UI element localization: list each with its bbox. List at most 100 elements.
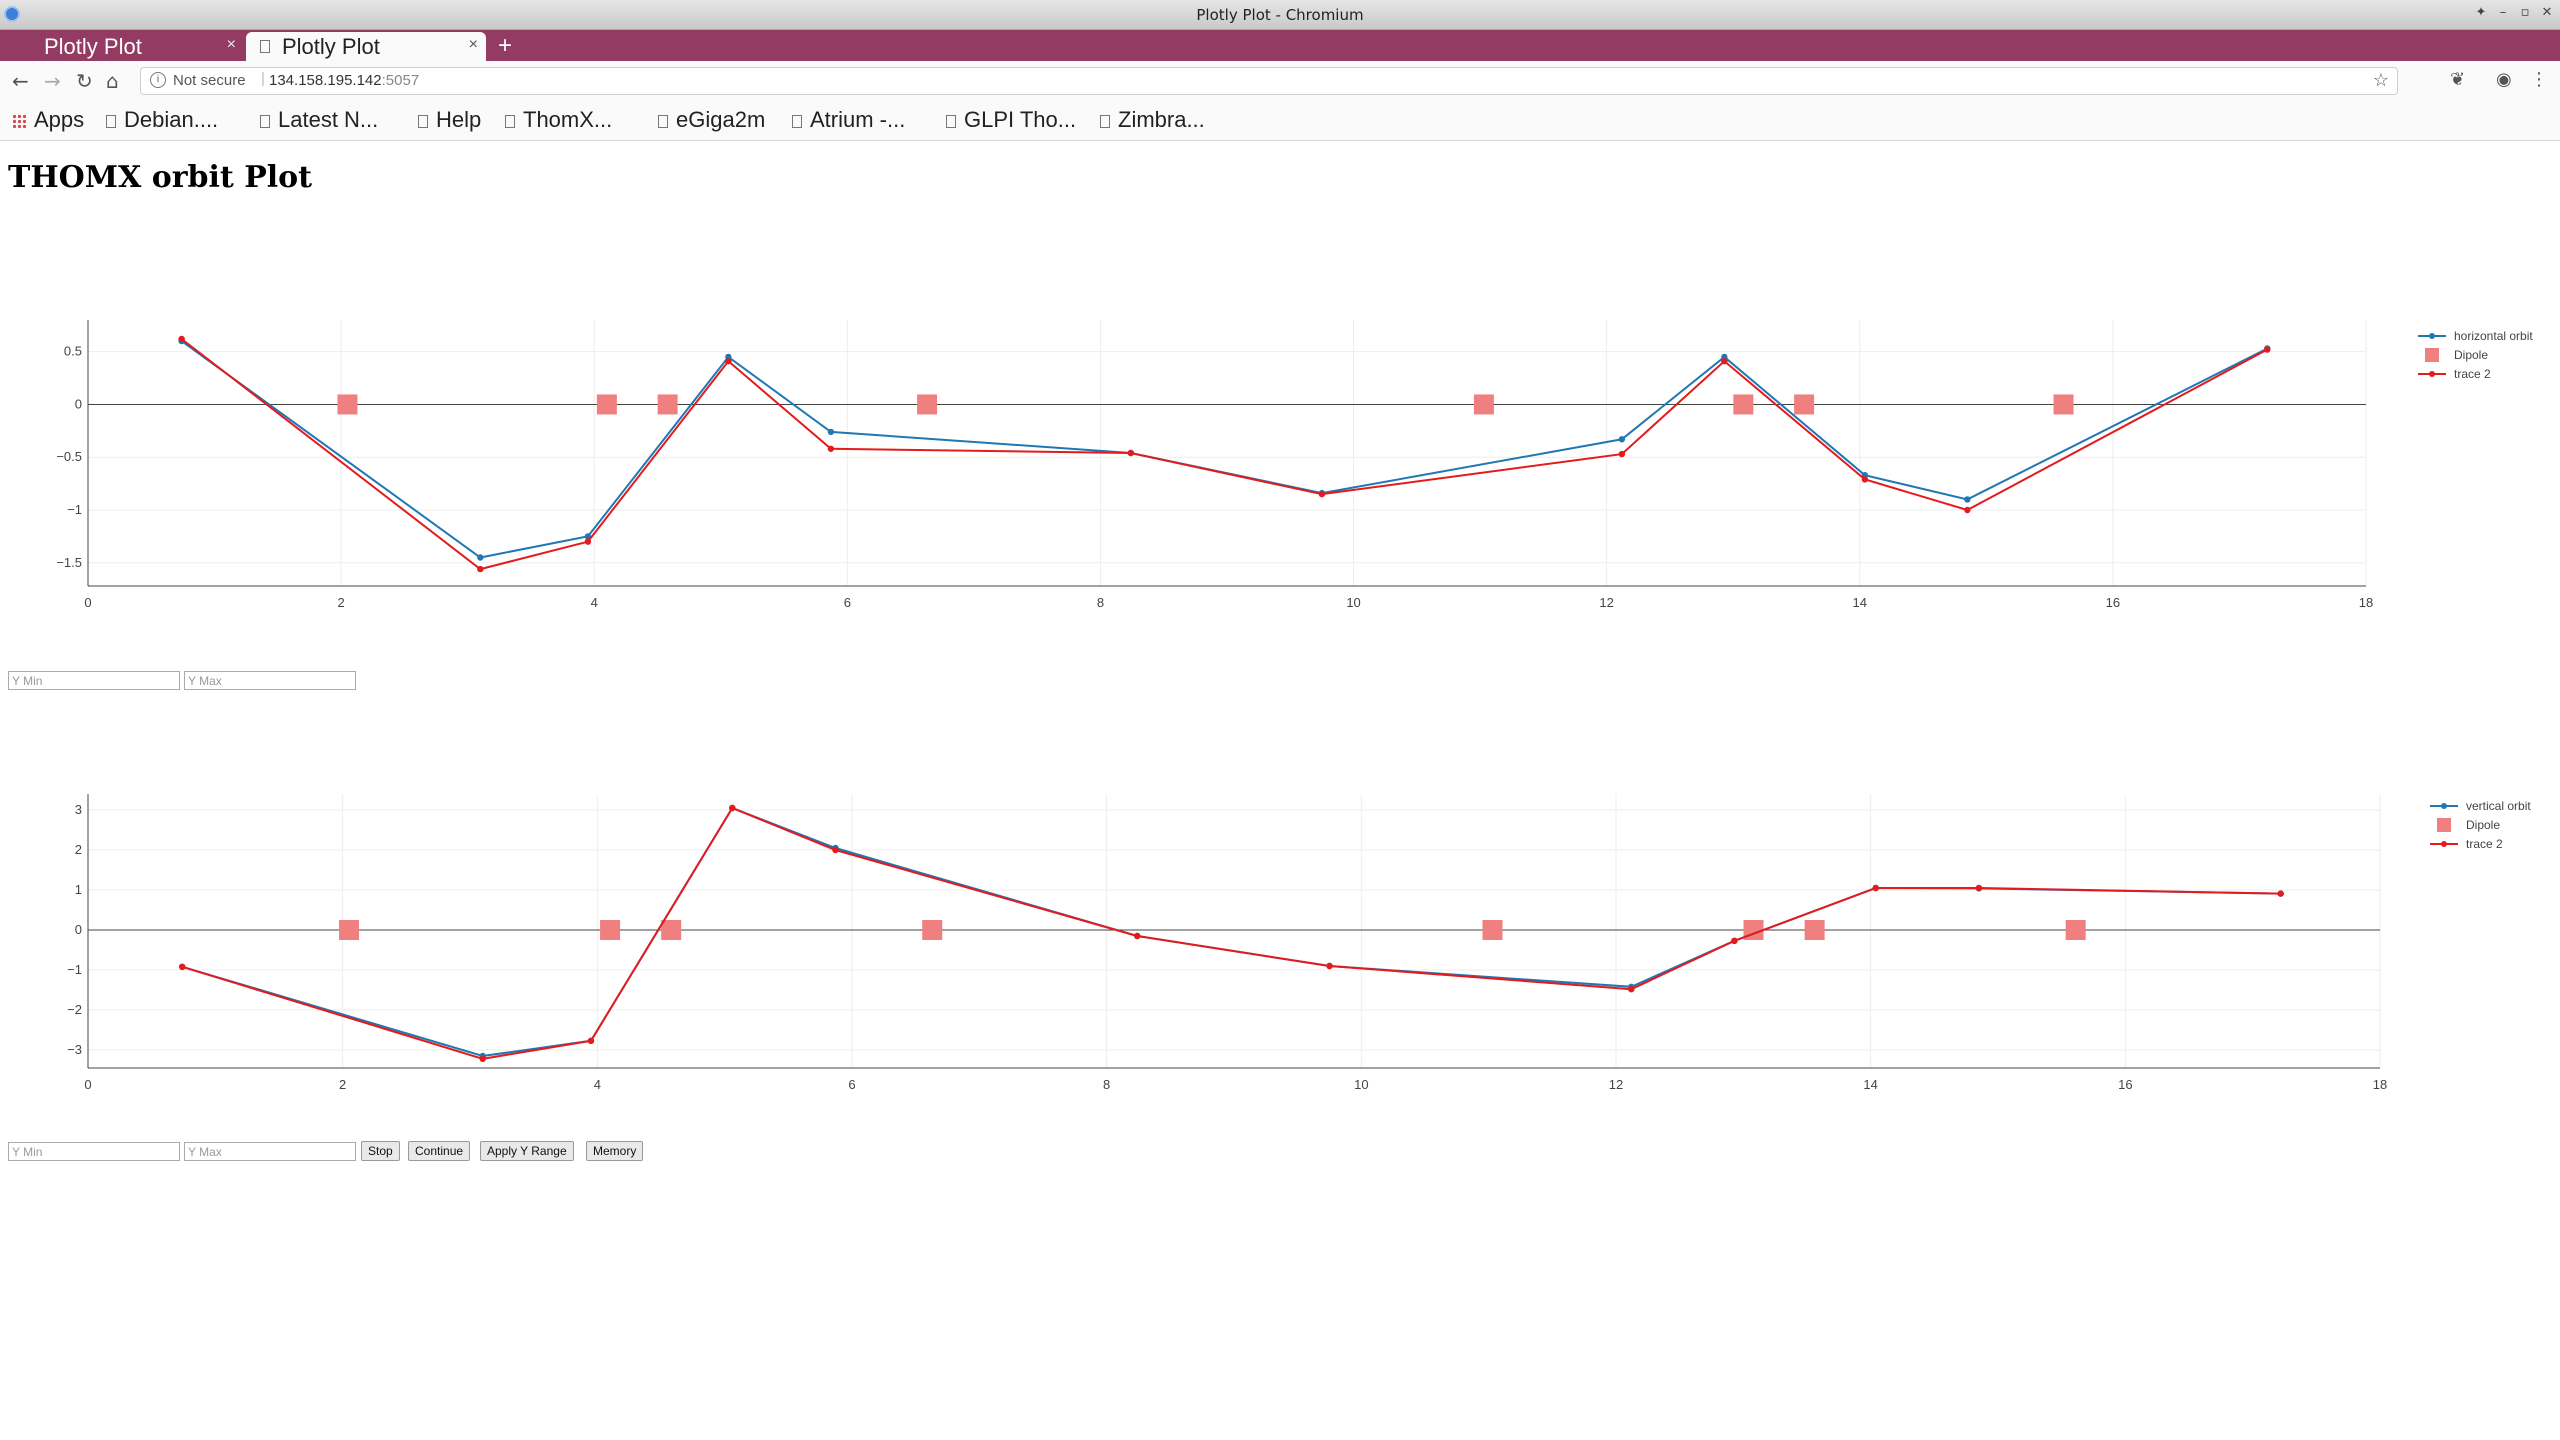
y-tick-label: −1 [67, 962, 82, 977]
horizontal-orbit-plot[interactable]: 0 2 4 6 8 10 12 14 16 18 0.5 0 −0.5 −1 −1.5 horizontal … [0, 296, 2560, 616]
bookmark-debian[interactable]: Debian.... [106, 107, 218, 133]
data-point [1975, 884, 1983, 892]
profile-icon[interactable]: ◉ [2496, 69, 2512, 90]
data-point [1618, 450, 1626, 458]
tab-label: Plotly Plot [44, 34, 142, 59]
data-point [584, 538, 592, 545]
x-tick-label: 0 [84, 1077, 91, 1092]
bookmark-label: Atrium -... [810, 107, 906, 132]
site-info-icon[interactable]: i [150, 72, 166, 88]
x-tick-label: 14 [1863, 1077, 1877, 1092]
tab-label: Plotly Plot [282, 34, 380, 59]
data-point [587, 1037, 595, 1044]
bookmark-latest-news[interactable]: Latest N... [260, 107, 378, 133]
browser-toolbar: ← → ↻ ⌂ i Not secure | 134.158.195.142:5… [0, 61, 2560, 100]
legend-swatch-marker [2441, 841, 2447, 847]
dipole-marker [657, 394, 678, 415]
series-horizontal-orbit [178, 337, 2271, 561]
menu-icon[interactable]: ⋮ [2530, 69, 2548, 90]
memory-button[interactable]: Memory [586, 1141, 644, 1161]
bookmark-label: Debian.... [124, 107, 219, 132]
page-icon [418, 114, 428, 128]
stop-button[interactable]: Stop [361, 1141, 400, 1161]
window-maximize-icon[interactable]: ▫ [2520, 5, 2530, 20]
y-tick-label: 2 [75, 842, 82, 857]
data-point [729, 804, 736, 812]
dipole-marker [1482, 920, 1503, 940]
plot1-ymin-input[interactable] [8, 671, 180, 690]
series-line [181, 338, 2268, 571]
data-point [1318, 490, 1326, 498]
plot2-ymax-input[interactable] [184, 1142, 356, 1161]
data-point [1861, 476, 1869, 483]
home-icon[interactable]: ⌂ [106, 69, 119, 93]
continue-button[interactable]: Continue [408, 1141, 471, 1161]
data-point [2277, 890, 2284, 897]
x-tick-label: 16 [2106, 595, 2120, 610]
y-tick-label: −1 [67, 502, 82, 517]
legend-label: trace 2 [2454, 367, 2491, 381]
series-line [181, 806, 2281, 1058]
x-tick-label: 4 [594, 1077, 601, 1092]
page-icon [946, 114, 956, 128]
data-point [477, 554, 484, 561]
x-tick-label: 10 [1354, 1077, 1368, 1092]
series-vertical-orbit [179, 804, 2284, 1060]
bookmark-egiga2m[interactable]: eGiga2m [658, 107, 765, 133]
bookmark-label: Help [436, 107, 482, 132]
close-tab-icon[interactable]: × [468, 36, 478, 53]
forward-icon[interactable]: → [44, 69, 61, 93]
series-line [181, 340, 2268, 559]
reload-icon[interactable]: ↻ [76, 69, 93, 93]
new-tab-button[interactable]: + [498, 32, 513, 59]
dipole-marker [2053, 394, 2074, 415]
tab-plotly-plot-2[interactable]: Plotly Plot × [246, 32, 486, 61]
x-tick-label: 14 [1853, 595, 1867, 610]
tab-plotly-plot-1[interactable]: Plotly Plot × [0, 32, 244, 61]
plot2-ymin-input[interactable] [8, 1142, 180, 1161]
page-icon [260, 114, 270, 128]
window-pin-icon[interactable]: ✦ [2475, 5, 2487, 20]
bookmark-zimbra[interactable]: Zimbra... [1100, 107, 1205, 133]
x-tick-label: 8 [1103, 1077, 1110, 1092]
bookmark-atrium[interactable]: Atrium -... [792, 107, 905, 133]
legend-label: trace 2 [2466, 837, 2503, 851]
data-point [1731, 937, 1738, 944]
page-icon [260, 40, 270, 53]
y-tick-label: 0.5 [64, 344, 82, 359]
data-point [479, 1055, 486, 1062]
dipole-marker [1804, 920, 1825, 940]
extension-icon[interactable]: ❦ [2450, 69, 2466, 90]
plot1-ymax-input[interactable] [184, 671, 356, 690]
x-tick-label: 4 [591, 595, 598, 610]
bookmark-glpi[interactable]: GLPI Tho... [946, 107, 1076, 133]
tab-strip: Plotly Plot × Plotly Plot × + [0, 30, 2560, 61]
data-point [178, 335, 185, 343]
bookmark-star-icon[interactable]: ☆ [2372, 70, 2389, 90]
bookmark-label: Latest N... [278, 107, 379, 132]
legend-label: horizontal orbit [2454, 329, 2533, 343]
page-icon [505, 114, 515, 128]
bookmark-label: Apps [34, 107, 85, 132]
data-point [1964, 496, 1971, 503]
dipole-marker [1733, 394, 1754, 415]
window-close-icon[interactable]: ✕ [2541, 5, 2553, 20]
bookmark-help[interactable]: Help [418, 107, 481, 133]
bookmark-thomx[interactable]: ThomX... [505, 107, 612, 133]
address-host: 134.158.195.142 [269, 72, 382, 89]
bookmark-apps[interactable]: Apps [12, 107, 84, 133]
series-line [181, 806, 2281, 1060]
data-point [1964, 506, 1971, 514]
legend-label: vertical orbit [2466, 799, 2531, 813]
data-point [1872, 884, 1879, 892]
y-tick-label: −3 [67, 1042, 82, 1057]
apply-y-range-button[interactable]: Apply Y Range [480, 1141, 574, 1161]
series-dipole [337, 394, 2074, 415]
legend-label: Dipole [2454, 348, 2488, 362]
window-minimize-icon[interactable]: – [2499, 5, 2507, 20]
back-icon[interactable]: ← [12, 69, 29, 93]
close-tab-icon[interactable]: × [226, 36, 236, 53]
address-bar[interactable]: i Not secure | 134.158.195.142:5057 ☆ [140, 67, 2398, 95]
data-point [725, 357, 732, 365]
